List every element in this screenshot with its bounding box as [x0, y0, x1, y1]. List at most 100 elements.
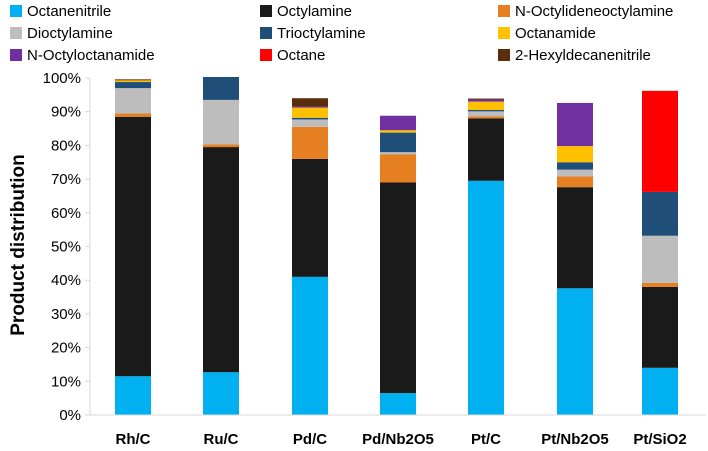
legend-label-octanenitrile: Octanenitrile [27, 3, 111, 20]
legend: Octanenitrile Octylamine N-Octylideneoctyl… [10, 3, 673, 64]
bar-segment-pd-nb2o5-n-octylideneoctylamine [380, 154, 416, 183]
y-axis-title: Product distribution [8, 154, 29, 336]
y-tick-label: 100% [43, 70, 81, 87]
bar-segment-ru-c-trioctylamine [203, 76, 239, 100]
bar-segment-ru-c-octanenitrile [203, 372, 239, 415]
legend-label-octylamine: Octylamine [277, 3, 352, 20]
legend-swatch-n-octylideneoctylamine [498, 5, 510, 17]
y-tick-label: 40% [51, 272, 81, 289]
bar-stack-pd-nb2o5 [380, 115, 416, 415]
legend-item-trioctylamine: Trioctylamine [260, 25, 366, 42]
bar-segment-pt-c-trioctylamine [468, 110, 504, 112]
y-tick-label: 70% [51, 171, 81, 188]
bar-segment-ru-c-octylamine [203, 147, 239, 373]
legend-item-dioctylamine: Dioctylamine [10, 25, 113, 42]
bar-segment-pd-c-octanenitrile [292, 276, 328, 415]
bar-segment-rh-c-n-octylideneoctylamine [115, 113, 151, 117]
bar-segment-pt-c-dioctylamine [468, 111, 504, 117]
x-tick-label-pt-nb2o5: Pt/Nb2O5 [541, 431, 609, 448]
bar-stack-pt-nb2o5 [557, 102, 593, 415]
y-tick-label: 50% [51, 239, 81, 256]
bar-segment-pd-nb2o5-n-octyloctanamide [380, 115, 416, 131]
bar-segment-ru-c-n-octylideneoctylamine [203, 144, 239, 148]
legend-swatch-octane [260, 49, 272, 61]
x-tick-label-pd-c: Pd/C [293, 431, 327, 448]
bar-segment-rh-c-dioctylamine [115, 88, 151, 114]
legend-label-trioctylamine: Trioctylamine [277, 25, 366, 42]
bar-segment-pt-c-2-hexyldecanenitrile [468, 98, 504, 100]
bar-segment-pd-nb2o5-trioctylamine [380, 132, 416, 153]
bar-segment-pt-nb2o5-octanamide [557, 146, 593, 163]
x-axis: Rh/C Ru/C Pd/C Pd/Nb2O5 Pt/C Pt/Nb2O5 Pt/SiO2 [90, 414, 706, 448]
bar-segment-rh-c-octanamide [115, 80, 151, 83]
y-tick-label: 60% [51, 205, 81, 222]
bar-segment-pt-sio2-n-octylideneoctylamine [642, 282, 678, 287]
bar-segment-pt-sio2-octanenitrile [642, 367, 678, 415]
legend-item-2-hexyldecanenitrile: 2-Hexyldecanenitrile [498, 47, 651, 64]
legend-swatch-octylamine [260, 5, 272, 17]
bar-segment-pt-c-octanamide [468, 101, 504, 111]
bar-segment-rh-c-2-hexyldecanenitrile [115, 79, 151, 81]
bar-segment-pt-nb2o5-octanenitrile [557, 288, 593, 415]
bar-segment-pt-c-octanenitrile [468, 180, 504, 415]
legend-item-n-octyloctanamide: N-Octyloctanamide [10, 47, 155, 64]
legend-swatch-octanamide [498, 27, 510, 39]
legend-swatch-2-hexyldecanenitrile [498, 49, 510, 61]
legend-label-n-octyloctanamide: N-Octyloctanamide [27, 47, 155, 64]
bar-segment-pd-c-2-hexyldecanenitrile [292, 98, 328, 107]
legend-label-dioctylamine: Dioctylamine [27, 25, 113, 42]
bar-segment-pt-nb2o5-n-octylideneoctylamine [557, 176, 593, 188]
legend-item-octanenitrile: Octanenitrile [10, 3, 111, 20]
bar-segment-pd-nb2o5-dioctylamine [380, 152, 416, 155]
bar-segment-pd-nb2o5-octanamide [380, 130, 416, 133]
bar-segment-pd-nb2o5-octanenitrile [380, 393, 416, 415]
bar-stack-rh-c [115, 79, 151, 415]
bar-segment-pt-nb2o5-octylamine [557, 187, 593, 289]
legend-swatch-trioctylamine [260, 27, 272, 39]
legend-item-octanamide: Octanamide [498, 25, 596, 42]
legend-label-n-octylideneoctylamine: N-Octylideneoctylamine [515, 3, 673, 20]
bar-segment-pt-c-n-octylideneoctylamine [468, 116, 504, 119]
bars [115, 76, 678, 415]
bar-segment-pt-sio2-trioctylamine [642, 191, 678, 236]
bar-segment-pt-sio2-octylamine [642, 286, 678, 368]
legend-item-octylamine: Octylamine [260, 3, 352, 20]
bar-segment-pt-c-n-octyloctanamide [468, 99, 504, 102]
x-tick-label-rh-c: Rh/C [116, 431, 151, 448]
bar-segment-pd-c-n-octyloctanamide [292, 106, 328, 108]
bar-segment-pd-c-octylamine [292, 158, 328, 277]
x-tick-label-pd-nb2o5: Pd/Nb2O5 [362, 431, 434, 448]
y-tick-label: 80% [51, 137, 81, 154]
y-tick-label: 90% [51, 104, 81, 121]
legend-swatch-n-octyloctanamide [10, 49, 22, 61]
bar-segment-pd-c-n-octylideneoctylamine [292, 126, 328, 159]
y-tick-label: 30% [51, 306, 81, 323]
legend-swatch-octanenitrile [10, 5, 22, 17]
x-tick-label-pt-sio2: Pt/SiO2 [633, 431, 686, 448]
bar-stack-pt-c [468, 98, 504, 415]
legend-item-octane: Octane [260, 47, 325, 64]
bar-segment-pt-nb2o5-trioctylamine [557, 162, 593, 170]
bar-segment-pt-nb2o5-dioctylamine [557, 169, 593, 177]
bar-segment-pt-sio2-octane [642, 90, 678, 192]
bar-stack-pt-sio2 [642, 90, 678, 415]
bar-segment-pt-nb2o5-n-octyloctanamide [557, 102, 593, 147]
bar-segment-rh-c-octylamine [115, 116, 151, 377]
bar-stack-ru-c [203, 76, 239, 415]
bar-segment-rh-c-octanenitrile [115, 376, 151, 415]
bar-segment-rh-c-trioctylamine [115, 82, 151, 89]
y-tick-label: 20% [51, 340, 81, 357]
bar-segment-pt-sio2-dioctylamine [642, 235, 678, 283]
y-axis: 0% 10% 20% 30% 40% 50% 60% 70% 80% 90% 100% [43, 70, 91, 424]
x-tick-label-ru-c: Ru/C [204, 431, 239, 448]
legend-swatch-dioctylamine [10, 27, 22, 39]
y-tick-label: 0% [59, 407, 81, 424]
legend-label-octanamide: Octanamide [515, 25, 596, 42]
bar-segment-pd-c-trioctylamine [292, 117, 328, 120]
bar-stack-pd-c [292, 98, 328, 415]
y-tick-label: 10% [51, 373, 81, 390]
bar-segment-pd-c-octanamide [292, 107, 328, 118]
legend-label-2-hexyldecanenitrile: 2-Hexyldecanenitrile [515, 47, 651, 64]
legend-item-n-octylideneoctylamine: N-Octylideneoctylamine [498, 3, 673, 20]
